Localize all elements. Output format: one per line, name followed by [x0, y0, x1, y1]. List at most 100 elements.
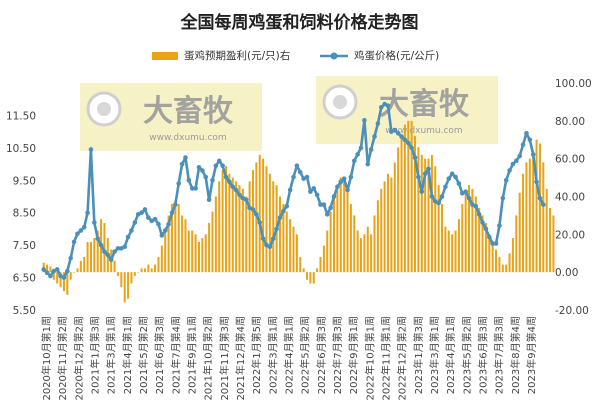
egg-price-point [473, 203, 479, 209]
legend-item-egg-price: 鸡蛋价格(元/公斤) [320, 48, 439, 63]
profit-bar [167, 215, 170, 273]
profit-bar [262, 158, 265, 273]
egg-price-point [159, 233, 165, 238]
profit-bar [495, 249, 498, 273]
profit-bar [447, 230, 450, 273]
profit-bar [478, 207, 481, 273]
egg-price-point [476, 212, 482, 217]
egg-price-point [237, 192, 242, 198]
egg-price-point [409, 145, 414, 151]
profit-bar [505, 264, 508, 273]
egg-price-point [169, 210, 175, 216]
watermark-logo-icon [333, 95, 347, 109]
profit-bar [214, 196, 217, 273]
egg-price-point [416, 174, 421, 180]
profit-bar [376, 200, 379, 273]
profit-bar [457, 219, 460, 273]
egg-price-point [81, 225, 87, 230]
profit-bar [164, 230, 167, 273]
profit-bar [56, 272, 59, 284]
y-left-tick-label: 10.50 [6, 143, 36, 155]
egg-price-point [254, 212, 259, 217]
egg-price-point [338, 179, 344, 185]
y-left-tick-label: 5.50 [13, 305, 36, 317]
egg-price-point [78, 228, 84, 233]
profit-bar [299, 257, 302, 273]
egg-price-point [129, 228, 134, 233]
profit-bar [363, 234, 366, 273]
egg-price-point [426, 166, 431, 172]
egg-price-point [331, 194, 337, 199]
x-tick-label: 2021年11月第3周 [218, 316, 231, 401]
egg-price-point [453, 174, 458, 180]
profit-bar [454, 230, 457, 273]
egg-price-point [65, 268, 70, 274]
profit-bar [387, 173, 390, 273]
egg-price-point [277, 215, 283, 220]
egg-price-point [112, 249, 117, 254]
egg-price-point [419, 189, 425, 194]
egg-price-point [183, 155, 188, 160]
profit-bar [329, 211, 332, 273]
egg-price-point [210, 177, 215, 183]
egg-price-point [176, 181, 182, 186]
profit-bar [76, 268, 79, 273]
egg-price-point [193, 186, 198, 191]
profit-bar [336, 185, 339, 273]
profit-bar [491, 241, 494, 273]
profit-bar [272, 181, 275, 273]
profit-bar [528, 158, 531, 273]
profit-bar [305, 272, 309, 280]
egg-price-point [541, 202, 546, 207]
y-left-tick-label: 6.50 [13, 273, 36, 285]
profit-bar [83, 257, 86, 273]
watermark-brand: 大畜牧 [143, 94, 234, 129]
egg-price-point [68, 255, 73, 261]
profit-bar [231, 177, 234, 273]
egg-price-point [456, 181, 462, 186]
profit-bar [96, 230, 99, 273]
egg-price-point [173, 202, 178, 207]
legend-label-egg-price: 鸡蛋价格(元/公斤) [354, 50, 440, 62]
egg-price-point [250, 207, 256, 212]
x-tick-label: 2021年7月第4周 [169, 316, 182, 394]
egg-price-point [85, 210, 90, 216]
egg-price-point [284, 203, 290, 209]
profit-bar [160, 245, 163, 273]
egg-price-point [490, 241, 495, 246]
egg-price-point [41, 267, 46, 272]
x-tick-label: 2021年10月第2周 [202, 316, 215, 401]
x-tick-label: 2023年3月第1周 [428, 316, 441, 394]
profit-bar [224, 166, 227, 273]
profit-bar [474, 196, 477, 273]
egg-price-point [206, 197, 212, 203]
profit-bar [194, 234, 197, 273]
egg-price-point [500, 195, 506, 201]
profit-bar [397, 147, 400, 273]
egg-price-point [146, 215, 151, 220]
profit-bar [373, 215, 376, 273]
profit-bar [383, 181, 386, 273]
watermark-url: www.dxumu.com [385, 126, 462, 136]
profit-bar [278, 196, 282, 273]
profit-bar [508, 253, 511, 273]
egg-price-point [230, 184, 236, 190]
egg-price-point [466, 195, 472, 201]
profit-bar [552, 215, 555, 273]
egg-price-point [358, 145, 364, 151]
profit-bar [380, 188, 383, 273]
egg-price-point [375, 121, 381, 126]
profit-bar [295, 234, 298, 273]
x-tick-label: 2022年5月第2周 [299, 316, 312, 394]
profit-bar [501, 264, 504, 273]
profit-bar [282, 204, 285, 273]
egg-price-point [233, 187, 239, 193]
profit-bar [535, 139, 538, 273]
y-left-tick-label: 8.50 [13, 208, 36, 220]
profit-bar [154, 264, 157, 273]
egg-price-point [514, 158, 519, 164]
watermark-brand: 大畜牧 [379, 87, 470, 122]
egg-price-point [399, 134, 404, 139]
egg-price-point [142, 207, 148, 212]
egg-price-point [61, 275, 67, 280]
